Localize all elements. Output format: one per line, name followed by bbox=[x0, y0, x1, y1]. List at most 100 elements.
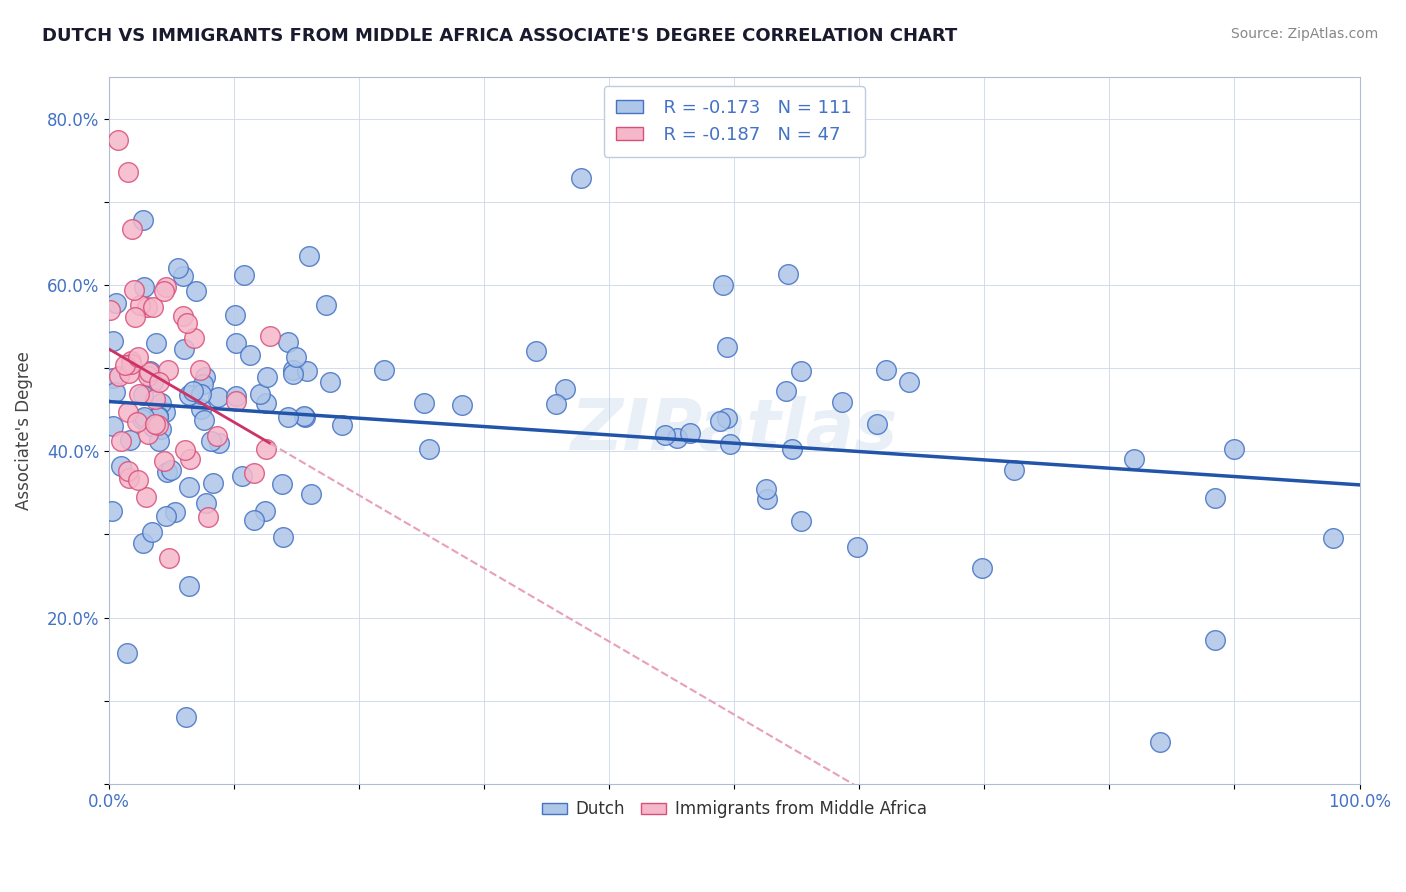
Point bbox=[134, 409, 156, 424]
Point bbox=[239, 348, 262, 362]
Point bbox=[243, 513, 266, 527]
Point bbox=[718, 437, 741, 451]
Point bbox=[136, 426, 159, 441]
Point bbox=[866, 417, 889, 431]
Text: ZIPatlas: ZIPatlas bbox=[571, 396, 898, 465]
Point bbox=[142, 376, 165, 390]
Point bbox=[120, 357, 142, 371]
Point bbox=[875, 363, 897, 377]
Point bbox=[780, 442, 803, 456]
Point bbox=[1322, 531, 1344, 545]
Point bbox=[283, 363, 305, 377]
Point bbox=[195, 496, 218, 510]
Point bbox=[149, 396, 172, 410]
Point bbox=[183, 331, 205, 345]
Point bbox=[128, 298, 150, 312]
Point bbox=[755, 492, 778, 507]
Point bbox=[176, 316, 198, 330]
Point bbox=[711, 278, 734, 293]
Point bbox=[134, 280, 156, 294]
Point bbox=[138, 365, 160, 379]
Point bbox=[141, 524, 163, 539]
Point bbox=[146, 409, 169, 424]
Point bbox=[193, 413, 215, 427]
Point bbox=[157, 551, 180, 566]
Point bbox=[271, 530, 294, 544]
Point bbox=[972, 561, 994, 575]
Point bbox=[179, 451, 201, 466]
Legend: Dutch, Immigrants from Middle Africa: Dutch, Immigrants from Middle Africa bbox=[536, 794, 934, 825]
Point bbox=[177, 388, 200, 402]
Point bbox=[153, 284, 176, 298]
Point bbox=[181, 384, 204, 398]
Point bbox=[110, 434, 132, 448]
Point bbox=[172, 310, 194, 324]
Point bbox=[190, 402, 212, 417]
Point bbox=[142, 420, 165, 434]
Point bbox=[107, 133, 129, 147]
Point bbox=[125, 415, 148, 429]
Point bbox=[1204, 491, 1226, 505]
Text: Source: ZipAtlas.com: Source: ZipAtlas.com bbox=[1230, 27, 1378, 41]
Point bbox=[100, 303, 122, 318]
Point bbox=[716, 411, 738, 425]
Point bbox=[225, 335, 247, 350]
Point bbox=[110, 458, 132, 473]
Point bbox=[1223, 442, 1246, 456]
Point bbox=[160, 463, 183, 477]
Point bbox=[294, 409, 316, 424]
Point bbox=[654, 428, 676, 442]
Point bbox=[186, 284, 208, 298]
Point bbox=[775, 384, 797, 398]
Point bbox=[284, 351, 307, 365]
Point bbox=[172, 268, 194, 283]
Point bbox=[143, 417, 166, 432]
Point bbox=[319, 376, 342, 390]
Point bbox=[174, 710, 197, 724]
Point bbox=[1002, 463, 1025, 477]
Point bbox=[156, 465, 179, 479]
Point bbox=[292, 409, 315, 423]
Point bbox=[776, 267, 799, 281]
Point bbox=[118, 366, 141, 380]
Point bbox=[117, 165, 139, 179]
Point bbox=[188, 363, 211, 377]
Point bbox=[190, 387, 212, 401]
Point bbox=[177, 480, 200, 494]
Point bbox=[136, 368, 159, 383]
Point bbox=[232, 268, 254, 283]
Point bbox=[104, 296, 127, 310]
Point bbox=[373, 363, 395, 377]
Point bbox=[117, 464, 139, 478]
Point bbox=[709, 414, 731, 428]
Point bbox=[127, 473, 149, 487]
Point bbox=[451, 398, 474, 412]
Point bbox=[254, 396, 277, 410]
Point bbox=[115, 646, 138, 660]
Point bbox=[108, 368, 131, 383]
Point bbox=[281, 367, 304, 381]
Point bbox=[121, 221, 143, 235]
Point bbox=[142, 300, 165, 314]
Point bbox=[254, 442, 277, 456]
Point bbox=[148, 376, 170, 390]
Point bbox=[546, 396, 568, 410]
Point bbox=[790, 514, 813, 528]
Point bbox=[526, 343, 548, 358]
Point bbox=[145, 335, 167, 350]
Point bbox=[156, 363, 179, 377]
Point bbox=[418, 442, 440, 457]
Point bbox=[224, 308, 246, 322]
Point bbox=[148, 434, 170, 448]
Point bbox=[132, 388, 155, 402]
Point bbox=[143, 392, 166, 406]
Point bbox=[148, 409, 170, 424]
Point bbox=[146, 418, 169, 433]
Point bbox=[114, 358, 136, 372]
Point bbox=[132, 536, 155, 550]
Point bbox=[277, 334, 299, 349]
Point bbox=[271, 477, 294, 491]
Point bbox=[201, 475, 224, 490]
Point bbox=[846, 541, 869, 555]
Point bbox=[101, 503, 124, 517]
